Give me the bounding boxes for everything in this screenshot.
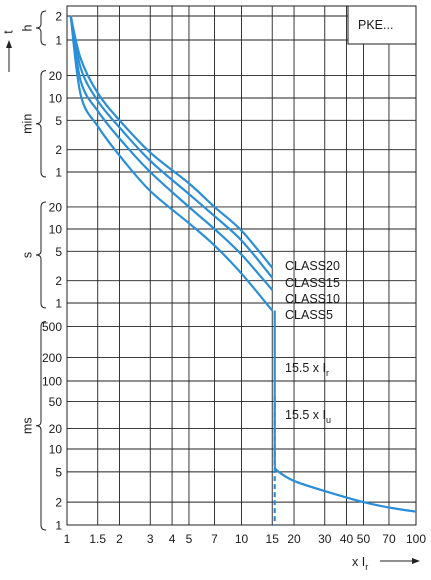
curve-class5-line (69, 15, 274, 312)
chart-title: PKE... (358, 18, 393, 32)
y-tick-label-ms-3: 50 (49, 395, 63, 409)
x-tick-label-11: 40 (340, 532, 354, 546)
y-axis-label: t (1, 30, 15, 34)
y-unit-brace-h (35, 10, 47, 46)
trip-curves (69, 15, 417, 525)
x-tick-label-12: 50 (357, 532, 371, 546)
y-tick-label-min-2: 5 (55, 114, 62, 128)
y-tick-label-ms-5: 10 (49, 443, 63, 457)
curve-class20-line (69, 15, 274, 269)
y-tick-label-ms-8: 1 (55, 519, 62, 533)
y-tick-label-ms-2: 100 (42, 375, 62, 389)
y-tick-label-min-0: 20 (49, 69, 63, 83)
x-tick-label-4: 4 (169, 532, 176, 546)
y-tick-label-s-0: 20 (49, 200, 63, 214)
x-tick-label-9: 20 (287, 532, 301, 546)
curve-labels: CLASS20 CLASS15 CLASS10 CLASS5 15.5 x Ir 15.5… (285, 259, 340, 425)
y-tick-label-h-0: 2 (55, 10, 62, 24)
legend-box (347, 5, 417, 45)
y-axis: 2 1 h 20 10 5 2 1 min 20 10 5 2 1 s 500 200 100 50 20 10 5 2 1 m… (1, 10, 62, 533)
y-unit-brace-s (35, 201, 47, 309)
x-axis-label-text: x Ir (352, 555, 368, 572)
y-tick-label-ms-6: 5 (55, 465, 62, 479)
y-unit-label-min: min (20, 114, 34, 134)
y-unit-label-ms: ms (20, 417, 34, 434)
x-tick-label-13: 70 (382, 532, 396, 546)
annotation-class10: CLASS10 (285, 292, 340, 306)
annotation-class5: CLASS5 (285, 308, 333, 322)
x-tick-label-1: 1.5 (89, 532, 106, 546)
x-tick-label-5: 5 (186, 532, 193, 546)
curve-class15-line (69, 15, 274, 279)
y-tick-label-s-4: 1 (55, 297, 62, 311)
x-axis-label: x Ir (352, 555, 420, 572)
y-tick-label-ms-1: 200 (42, 351, 62, 365)
y-tick-label-s-1: 10 (49, 223, 63, 237)
y-tick-label-min-4: 1 (55, 166, 62, 180)
annotation-class20: CLASS20 (285, 259, 340, 273)
x-tick-label-7: 10 (235, 532, 249, 546)
y-unit-label-s: s (20, 252, 34, 258)
annotation-15-5-x-iu: 15.5 x Iu (285, 408, 331, 425)
x-tick-label-14: 100 (406, 532, 426, 546)
y-tick-label-h-1: 1 (55, 34, 62, 48)
curve-short-circuit-line (273, 465, 417, 513)
y-unit-label-h: h (20, 24, 34, 31)
x-tick-label-3: 3 (147, 532, 154, 546)
y-axis-arrow-head (6, 40, 12, 48)
y-unit-brace-min (35, 70, 47, 178)
y-tick-label-ms-7: 2 (55, 496, 62, 510)
y-tick-label-s-3: 2 (55, 274, 62, 288)
curve-class10-line (69, 15, 274, 291)
x-tick-label-10: 30 (318, 532, 332, 546)
y-tick-label-s-2: 5 (55, 245, 62, 259)
x-tick-labels: 1 1.5 2 3 4 5 7 10 15 20 30 40 50 70 100 (64, 532, 427, 546)
y-tick-label-min-3: 2 (55, 143, 62, 157)
chart-grid (66, 6, 417, 526)
x-tick-label-2: 2 (116, 532, 123, 546)
x-tick-label-8: 15 (266, 532, 280, 546)
x-tick-label-0: 1 (64, 532, 71, 546)
y-unit-brace-ms (35, 320, 47, 531)
y-tick-label-ms-4: 20 (49, 422, 63, 436)
annotation-class15: CLASS15 (285, 276, 340, 290)
y-tick-label-ms-0: 500 (42, 320, 62, 334)
plot-frame (66, 5, 417, 526)
annotation-15-5-x-ir: 15.5 x Ir (285, 361, 329, 378)
x-axis-arrow-head (412, 558, 420, 564)
x-tick-label-6: 7 (211, 532, 218, 546)
y-tick-label-min-1: 10 (49, 92, 63, 106)
